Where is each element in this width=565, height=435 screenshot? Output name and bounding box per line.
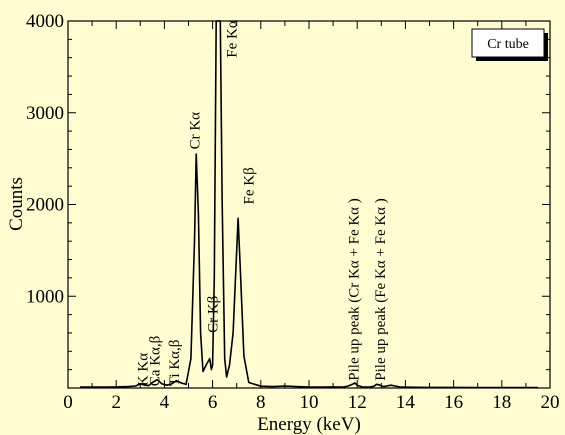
x-tick-label: 14: [396, 392, 416, 413]
peak-label: Pile up peak (Fe Kα + Fe Kα ): [373, 198, 389, 380]
peak-label: Fe Kβ: [242, 167, 258, 204]
x-axis-title: Energy (keV): [257, 414, 361, 435]
axis-ticks: [67, 20, 551, 389]
spectrum-line: [80, 20, 538, 389]
plot-frame: [67, 20, 551, 389]
x-tick-label: 16: [444, 392, 463, 413]
x-tick-label: 18: [492, 392, 511, 413]
peak-label: Fe Kα: [225, 20, 241, 58]
peak-label: Pile up peak (Cr Kα + Fe Kα ): [346, 198, 362, 380]
x-tick-label: 10: [300, 392, 319, 413]
y-axis-title: Counts: [6, 177, 27, 231]
y-tick-label: 3000: [26, 103, 64, 124]
legend-label: Cr tube: [487, 37, 529, 52]
x-tick-label: 4: [160, 392, 170, 413]
y-tick-label: 1000: [26, 286, 64, 307]
peak-label: Cr Kα: [187, 112, 203, 150]
legend-box: [471, 28, 545, 58]
x-tick-label: 8: [256, 392, 266, 413]
peak-label: Ca Kα,β: [148, 336, 164, 387]
x-tick-label: 12: [348, 392, 367, 413]
y-tick-label: 4000: [26, 11, 64, 32]
x-tick-label: 0: [63, 392, 73, 413]
y-tick-label: 2000: [26, 195, 64, 216]
x-tick-label: 20: [541, 392, 560, 413]
legend: Cr tube: [471, 28, 548, 61]
peak-label: Ti Kα,β: [167, 340, 183, 387]
x-tick-label: 6: [208, 392, 218, 413]
x-tick-label: 2: [111, 392, 121, 413]
tick-labels: 0 2 4 6 8 10 12 14 16 18 20 1000 2000 3000 4000: [26, 11, 560, 413]
peak-label: K Kα: [136, 353, 152, 386]
peak-label: Cr Kβ: [205, 296, 221, 333]
